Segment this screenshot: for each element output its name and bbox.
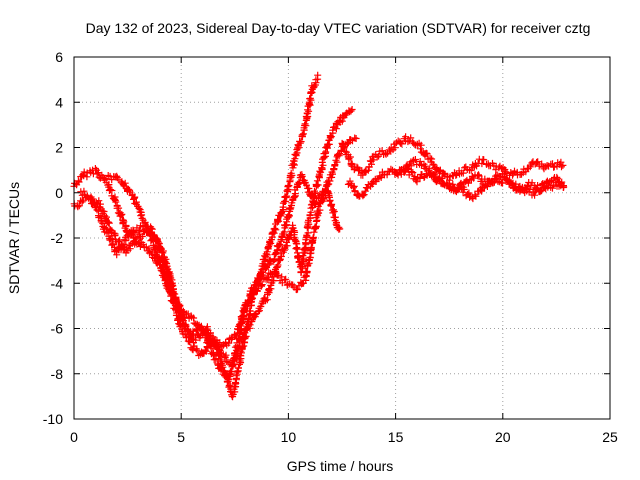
y-tick-label: 2 bbox=[55, 140, 63, 156]
data-point-markers bbox=[77, 134, 360, 370]
y-tick-label: 6 bbox=[55, 49, 63, 65]
series-track-7 bbox=[391, 164, 568, 203]
y-tick-label: -8 bbox=[51, 366, 64, 382]
y-tick-label: 0 bbox=[55, 185, 63, 201]
x-tick-label: 5 bbox=[177, 429, 185, 445]
x-tick-label: 25 bbox=[602, 429, 618, 445]
y-axis-label: SDTVAR / TECUs bbox=[6, 182, 22, 294]
chart-title: Day 132 of 2023, Sidereal Day-to-day VTE… bbox=[86, 20, 591, 36]
data-point-markers bbox=[104, 171, 344, 351]
x-axis-label: GPS time / hours bbox=[287, 458, 394, 474]
y-tick-label: -4 bbox=[51, 275, 64, 291]
x-tick-label: 15 bbox=[388, 429, 404, 445]
x-tick-label: 20 bbox=[495, 429, 511, 445]
axes: 0 5 10 15 20 25 -10 -8 -6 -4 -2 0 2 4 6 bbox=[43, 49, 618, 445]
x-tick-label: 0 bbox=[70, 429, 78, 445]
y-tick-label: -2 bbox=[51, 230, 64, 246]
y-tick-label: -10 bbox=[43, 411, 63, 427]
data-point-markers bbox=[338, 133, 567, 184]
data-point-markers bbox=[391, 164, 568, 203]
series-track-3 bbox=[77, 134, 360, 370]
y-tick-label: 4 bbox=[55, 94, 63, 110]
x-tick-label: 10 bbox=[281, 429, 297, 445]
y-tick-label: -6 bbox=[51, 321, 64, 337]
series-track-4 bbox=[104, 171, 344, 351]
series-track-5 bbox=[338, 133, 567, 184]
data-points bbox=[70, 71, 568, 401]
